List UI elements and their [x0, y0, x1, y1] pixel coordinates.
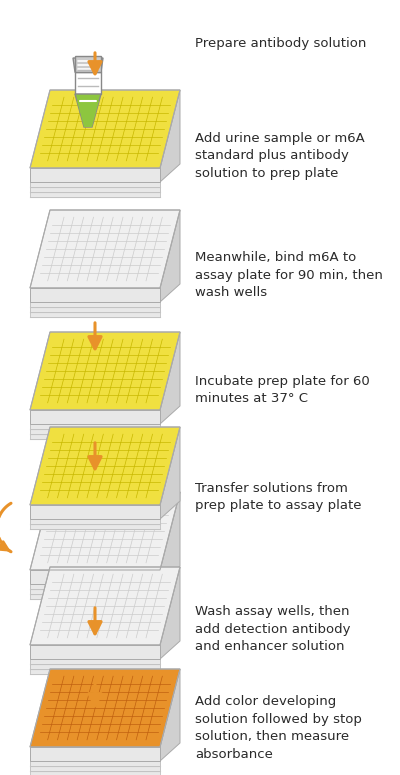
Polygon shape	[30, 585, 160, 599]
Polygon shape	[75, 56, 101, 72]
Polygon shape	[30, 505, 160, 519]
Polygon shape	[30, 669, 180, 747]
Text: Incubate prep plate for 60
minutes at 37° C: Incubate prep plate for 60 minutes at 37…	[195, 375, 370, 405]
Polygon shape	[160, 332, 180, 424]
Polygon shape	[30, 420, 160, 434]
Polygon shape	[30, 655, 160, 669]
Polygon shape	[30, 575, 160, 589]
Polygon shape	[160, 210, 180, 302]
Polygon shape	[30, 210, 180, 288]
Polygon shape	[30, 567, 180, 645]
Polygon shape	[160, 427, 180, 519]
Polygon shape	[30, 515, 160, 529]
Polygon shape	[30, 752, 160, 766]
Polygon shape	[30, 757, 160, 771]
Polygon shape	[77, 101, 99, 127]
Polygon shape	[73, 58, 103, 72]
Polygon shape	[30, 747, 160, 761]
Polygon shape	[30, 580, 160, 594]
Text: Add color developing
solution followed by stop
solution, then measure
absorbance: Add color developing solution followed b…	[195, 695, 362, 760]
Polygon shape	[30, 90, 180, 168]
Polygon shape	[30, 298, 160, 312]
Polygon shape	[30, 178, 160, 192]
Text: Add urine sample or m6A
standard plus antibody
solution to prep plate: Add urine sample or m6A standard plus an…	[195, 132, 365, 180]
Polygon shape	[30, 645, 160, 659]
Polygon shape	[30, 510, 160, 524]
Text: Meanwhile, bind m6A to
assay plate for 90 min, then
wash wells: Meanwhile, bind m6A to assay plate for 9…	[195, 251, 383, 299]
Polygon shape	[30, 410, 160, 424]
Polygon shape	[75, 72, 101, 94]
Polygon shape	[160, 669, 180, 761]
Text: Prepare antibody solution: Prepare antibody solution	[195, 37, 366, 50]
Text: Wash assay wells, then
add detection antibody
and enhancer solution: Wash assay wells, then add detection ant…	[195, 605, 350, 653]
Text: Transfer solutions from
prep plate to assay plate: Transfer solutions from prep plate to as…	[195, 482, 362, 512]
Polygon shape	[160, 90, 180, 182]
Polygon shape	[160, 492, 180, 584]
Polygon shape	[30, 293, 160, 307]
Polygon shape	[30, 288, 160, 302]
Polygon shape	[30, 427, 180, 505]
Polygon shape	[30, 183, 160, 197]
Polygon shape	[30, 303, 160, 317]
Polygon shape	[30, 168, 160, 182]
Polygon shape	[30, 425, 160, 439]
Polygon shape	[30, 415, 160, 429]
Polygon shape	[30, 660, 160, 674]
Polygon shape	[30, 332, 180, 410]
Polygon shape	[30, 492, 180, 570]
Polygon shape	[30, 570, 160, 584]
Polygon shape	[30, 762, 160, 775]
Polygon shape	[75, 94, 101, 127]
Polygon shape	[30, 173, 160, 187]
Polygon shape	[30, 650, 160, 664]
Polygon shape	[160, 567, 180, 659]
